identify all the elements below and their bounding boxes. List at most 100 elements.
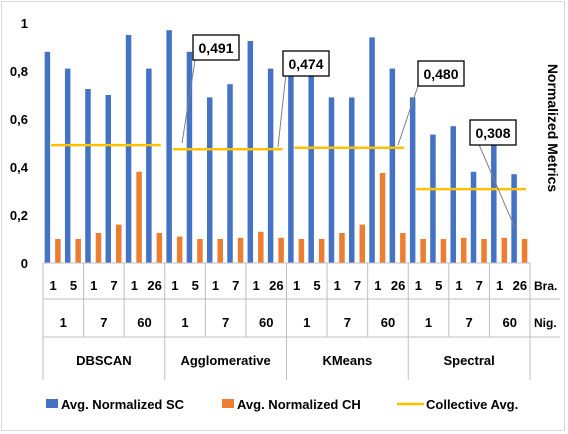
sc-bar: [308, 69, 314, 263]
night-tick-label: 1: [181, 315, 188, 330]
sc-bar: [511, 174, 516, 263]
branch-tick-label: 1: [374, 278, 381, 293]
sc-bar: [390, 69, 396, 263]
ch-bar: [197, 239, 203, 263]
algorithm-label: KMeans: [322, 353, 372, 368]
y-tick-label: 0: [21, 256, 28, 271]
legend: Avg. Normalized SC Avg. Normalized CH Coll…: [46, 397, 518, 412]
branch-tick-label: 1: [252, 278, 259, 293]
ch-bar: [136, 172, 142, 263]
night-tick-label: 60: [381, 315, 395, 330]
night-tick-label: 7: [222, 315, 229, 330]
ch-bar: [400, 233, 406, 263]
sc-bar: [430, 135, 436, 263]
collective-avg-value: 0,491: [198, 40, 233, 56]
sc-bar: [369, 37, 375, 263]
sc-bar: [166, 30, 172, 263]
ch-bar: [380, 173, 386, 263]
ch-bar: [177, 237, 183, 263]
ch-bar: [420, 239, 426, 263]
ch-bar: [481, 239, 487, 263]
branch-tick-label: 7: [476, 278, 483, 293]
sc-bar: [207, 97, 213, 263]
night-tick-label: 1: [60, 315, 67, 330]
y-tick-label: 0,2: [10, 208, 28, 223]
branch-tick-label: 1: [293, 278, 300, 293]
sc-bar: [329, 97, 335, 263]
sc-bar: [85, 89, 91, 263]
sc-bar: [288, 66, 294, 263]
branch-tick-label: 26: [391, 278, 405, 293]
legend-label: Avg. Normalized SC: [61, 397, 185, 412]
branch-tick-label: 1: [171, 278, 178, 293]
branch-tick-label: 5: [435, 278, 442, 293]
branch-tick-label: 1: [50, 278, 57, 293]
ch-bar: [461, 238, 467, 263]
branch-tick-label: 1: [334, 278, 341, 293]
sc-bar: [227, 84, 233, 263]
night-tick-label: 7: [100, 315, 107, 330]
sc-bar: [450, 126, 456, 263]
branch-tick-label: 1: [90, 278, 97, 293]
ch-bar: [258, 232, 264, 263]
ch-bar: [217, 239, 223, 263]
ch-bar: [522, 239, 528, 263]
ch-bar: [157, 233, 163, 263]
branch-tick-label: 26: [147, 278, 161, 293]
ch-bar: [441, 239, 447, 263]
branch-tick-label: 7: [354, 278, 361, 293]
collective-avg-value: 0,308: [475, 125, 510, 141]
branch-tick-label: 5: [192, 278, 199, 293]
sc-bar: [410, 97, 416, 263]
branch-tick-label: 26: [513, 278, 527, 293]
branch-tick-label: 5: [70, 278, 77, 293]
ch-bar: [96, 233, 102, 263]
y-axis: 00,20,40,60,81: [10, 16, 29, 271]
branch-tick-label: 1: [131, 278, 138, 293]
sc-bar: [349, 97, 355, 263]
branch-tick-label: 5: [313, 278, 320, 293]
nights-row-label: Nig.: [534, 316, 557, 330]
sc-bar: [65, 69, 71, 263]
legend-label: Avg. Normalized CH: [237, 397, 361, 412]
branch-tick-label: 1: [496, 278, 503, 293]
sc-bar: [146, 69, 152, 263]
algorithm-label: Spectral: [443, 353, 494, 368]
ch-bar: [278, 238, 284, 263]
sc-bar: [126, 35, 132, 263]
ch-bar: [116, 225, 122, 263]
branch-tick-label: 1: [415, 278, 422, 293]
algorithm-label: Agglomerative: [180, 353, 270, 368]
sc-bar: [45, 52, 51, 263]
y-tick-label: 1: [21, 16, 28, 31]
night-tick-label: 7: [466, 315, 473, 330]
sc-bar: [248, 41, 254, 263]
sc-bar: [491, 138, 497, 263]
collective-avg-value: 0,480: [423, 66, 458, 82]
ch-bar: [55, 239, 61, 263]
night-tick-label: 7: [344, 315, 351, 330]
y-tick-label: 0,4: [10, 160, 29, 175]
ch-bar: [360, 225, 366, 263]
y-axis-title: Normalized Metrics: [545, 64, 561, 193]
branch-tick-label: 26: [269, 278, 283, 293]
ch-bar: [319, 239, 325, 263]
night-tick-label: 60: [137, 315, 151, 330]
ch-bar: [238, 238, 244, 263]
night-tick-label: 60: [502, 315, 516, 330]
collective-avg-value: 0,474: [288, 56, 323, 72]
sc-bar: [268, 69, 274, 263]
night-tick-label: 1: [303, 315, 310, 330]
branch-tick-label: 1: [212, 278, 219, 293]
branch-tick-label: 7: [232, 278, 239, 293]
ch-bar: [502, 238, 508, 263]
legend-swatch: [222, 399, 234, 408]
sc-bar: [471, 172, 477, 263]
branch-tick-label: 1: [455, 278, 462, 293]
night-tick-label: 60: [259, 315, 273, 330]
y-tick-label: 0,8: [10, 64, 28, 79]
legend-swatch: [46, 399, 58, 408]
branches-row-label: Bra.: [534, 279, 557, 293]
